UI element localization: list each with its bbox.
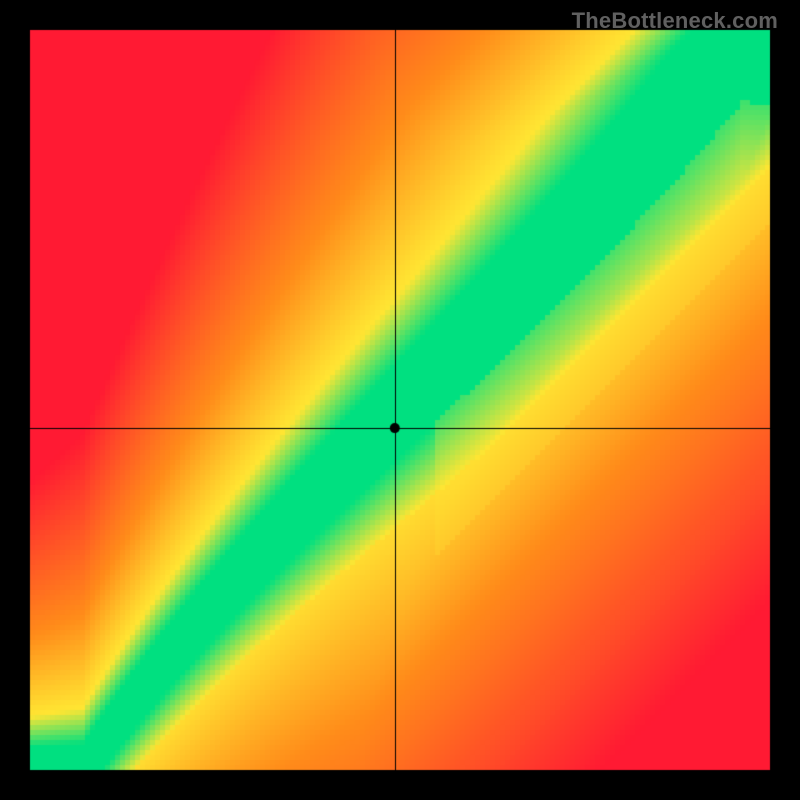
heatmap-canvas: [0, 0, 800, 800]
chart-container: TheBottleneck.com: [0, 0, 800, 800]
watermark-text: TheBottleneck.com: [572, 8, 778, 34]
